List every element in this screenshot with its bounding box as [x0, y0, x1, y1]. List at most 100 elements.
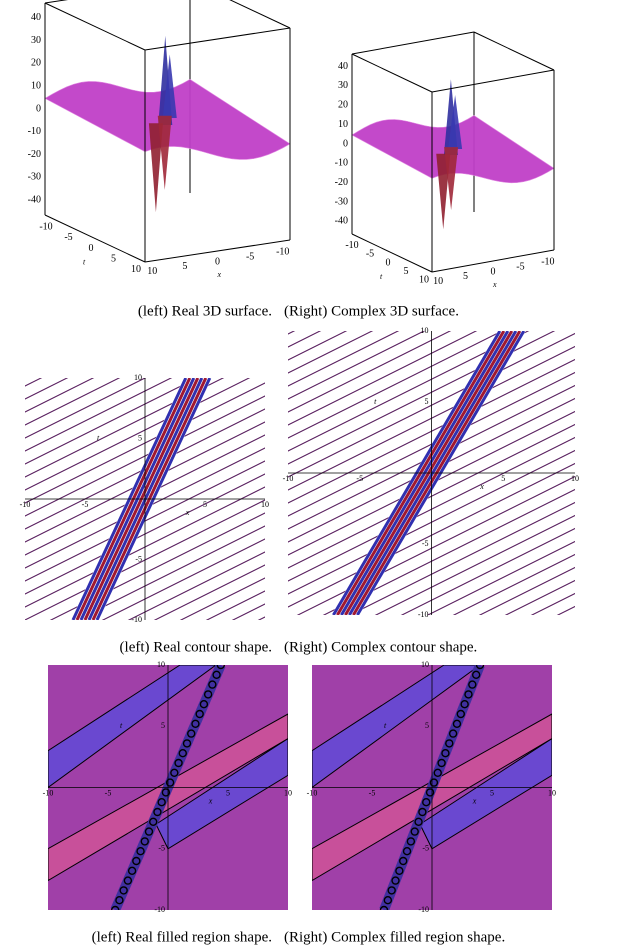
spike — [157, 115, 172, 190]
contour-line — [25, 378, 95, 413]
z-tick-label: -10 — [28, 126, 41, 137]
ring — [149, 817, 158, 826]
box-edge — [431, 69, 555, 93]
x-tick-label: 10 — [548, 788, 556, 797]
x-tick-label: 10 — [571, 474, 579, 483]
z-tick-label: 40 — [338, 61, 348, 72]
region-blue — [419, 737, 552, 850]
t-tick-label: -10 — [39, 222, 52, 233]
t-tick-label: -10 — [154, 905, 165, 914]
x-tick-label: -5 — [356, 474, 363, 483]
t-axis-label: t — [374, 397, 377, 406]
ring — [471, 670, 481, 679]
box-edge — [44, 0, 69, 4]
box-edge — [351, 233, 433, 273]
x-tick-label: -5 — [369, 788, 376, 797]
ring — [441, 749, 450, 758]
z-tick-label: 10 — [338, 119, 348, 130]
contour-line — [153, 564, 265, 620]
t-tick-label: 5 — [425, 721, 429, 730]
x-tick-label: -10 — [541, 256, 554, 267]
ring — [182, 739, 192, 748]
ring — [170, 768, 179, 777]
t-tick-label: 5 — [138, 433, 142, 442]
box-edge — [431, 249, 555, 273]
z-tick-label: 20 — [338, 100, 348, 111]
x-tick-label: -5 — [105, 788, 112, 797]
contour-line — [288, 331, 400, 387]
z-tick-label: 0 — [343, 138, 348, 149]
ring — [119, 886, 128, 895]
ring — [165, 778, 175, 787]
t-axis-label: t — [384, 721, 387, 730]
region-blue — [48, 665, 217, 789]
contour-line — [231, 603, 265, 620]
z-tick-label: 40 — [31, 12, 41, 23]
ring — [216, 665, 225, 670]
ring — [429, 778, 439, 787]
caption: (Right) Complex contour shape. — [284, 639, 477, 655]
ring — [199, 700, 209, 709]
x-axis-label: x — [217, 270, 222, 279]
ring — [140, 837, 149, 846]
z-tick-label: 20 — [31, 58, 41, 69]
z-tick-label: 10 — [31, 81, 41, 92]
ring — [132, 856, 141, 866]
z-tick-label: 30 — [338, 80, 348, 91]
contour-line — [288, 331, 374, 374]
ring — [115, 896, 124, 905]
t-tick-label: -5 — [366, 249, 374, 260]
x-tick-label: 10 — [261, 500, 269, 509]
spike — [448, 95, 463, 149]
t-axis-label: t — [380, 272, 383, 281]
caption: (Right) Complex filled region shape. — [284, 929, 505, 945]
t-tick-label: 5 — [161, 721, 165, 730]
t-tick-label: -10 — [418, 905, 429, 914]
t-tick-label: 0 — [386, 257, 391, 268]
region-blue — [312, 665, 481, 789]
ring — [395, 866, 404, 875]
t-axis-label: t — [83, 257, 86, 266]
ring — [187, 729, 196, 738]
x-tick-label: -10 — [283, 474, 294, 483]
ring — [191, 719, 200, 728]
region-blue — [155, 737, 288, 850]
t-tick-label: 10 — [421, 326, 429, 335]
ring — [144, 827, 154, 836]
ring — [387, 886, 396, 895]
ring — [379, 905, 389, 910]
ring — [391, 876, 400, 885]
ring — [123, 876, 133, 885]
ring — [425, 788, 435, 797]
ring — [468, 680, 477, 689]
caption: (Right) Complex 3D surface. — [284, 303, 459, 319]
contour-line — [478, 566, 575, 615]
x-tick-label: 5 — [182, 261, 187, 272]
ring — [464, 690, 473, 699]
ring — [460, 700, 469, 709]
x-tick-label: -5 — [246, 251, 254, 262]
x-tick-label: 5 — [463, 271, 468, 282]
x-tick-label: 5 — [490, 788, 494, 797]
x-tick-label: 0 — [215, 256, 220, 267]
z-tick-label: -10 — [335, 158, 348, 169]
x-tick-label: 10 — [284, 788, 292, 797]
x-axis-label: x — [208, 796, 213, 805]
contour-line — [288, 331, 348, 361]
x-tick-label: 5 — [226, 788, 230, 797]
x-tick-label: 10 — [433, 276, 443, 287]
spike — [162, 54, 177, 119]
x-axis-label: x — [479, 482, 484, 491]
t-tick-label: 10 — [421, 660, 429, 669]
ring — [433, 768, 442, 777]
ring — [212, 670, 221, 679]
x-axis-label: x — [185, 508, 190, 517]
contour-line — [504, 579, 575, 615]
contour-line — [25, 378, 43, 387]
ring — [422, 798, 431, 807]
x-tick-label: -10 — [307, 788, 318, 797]
t-tick-label: 10 — [157, 660, 165, 669]
ring — [456, 709, 465, 719]
ring — [203, 690, 213, 699]
box-edge — [351, 53, 433, 93]
